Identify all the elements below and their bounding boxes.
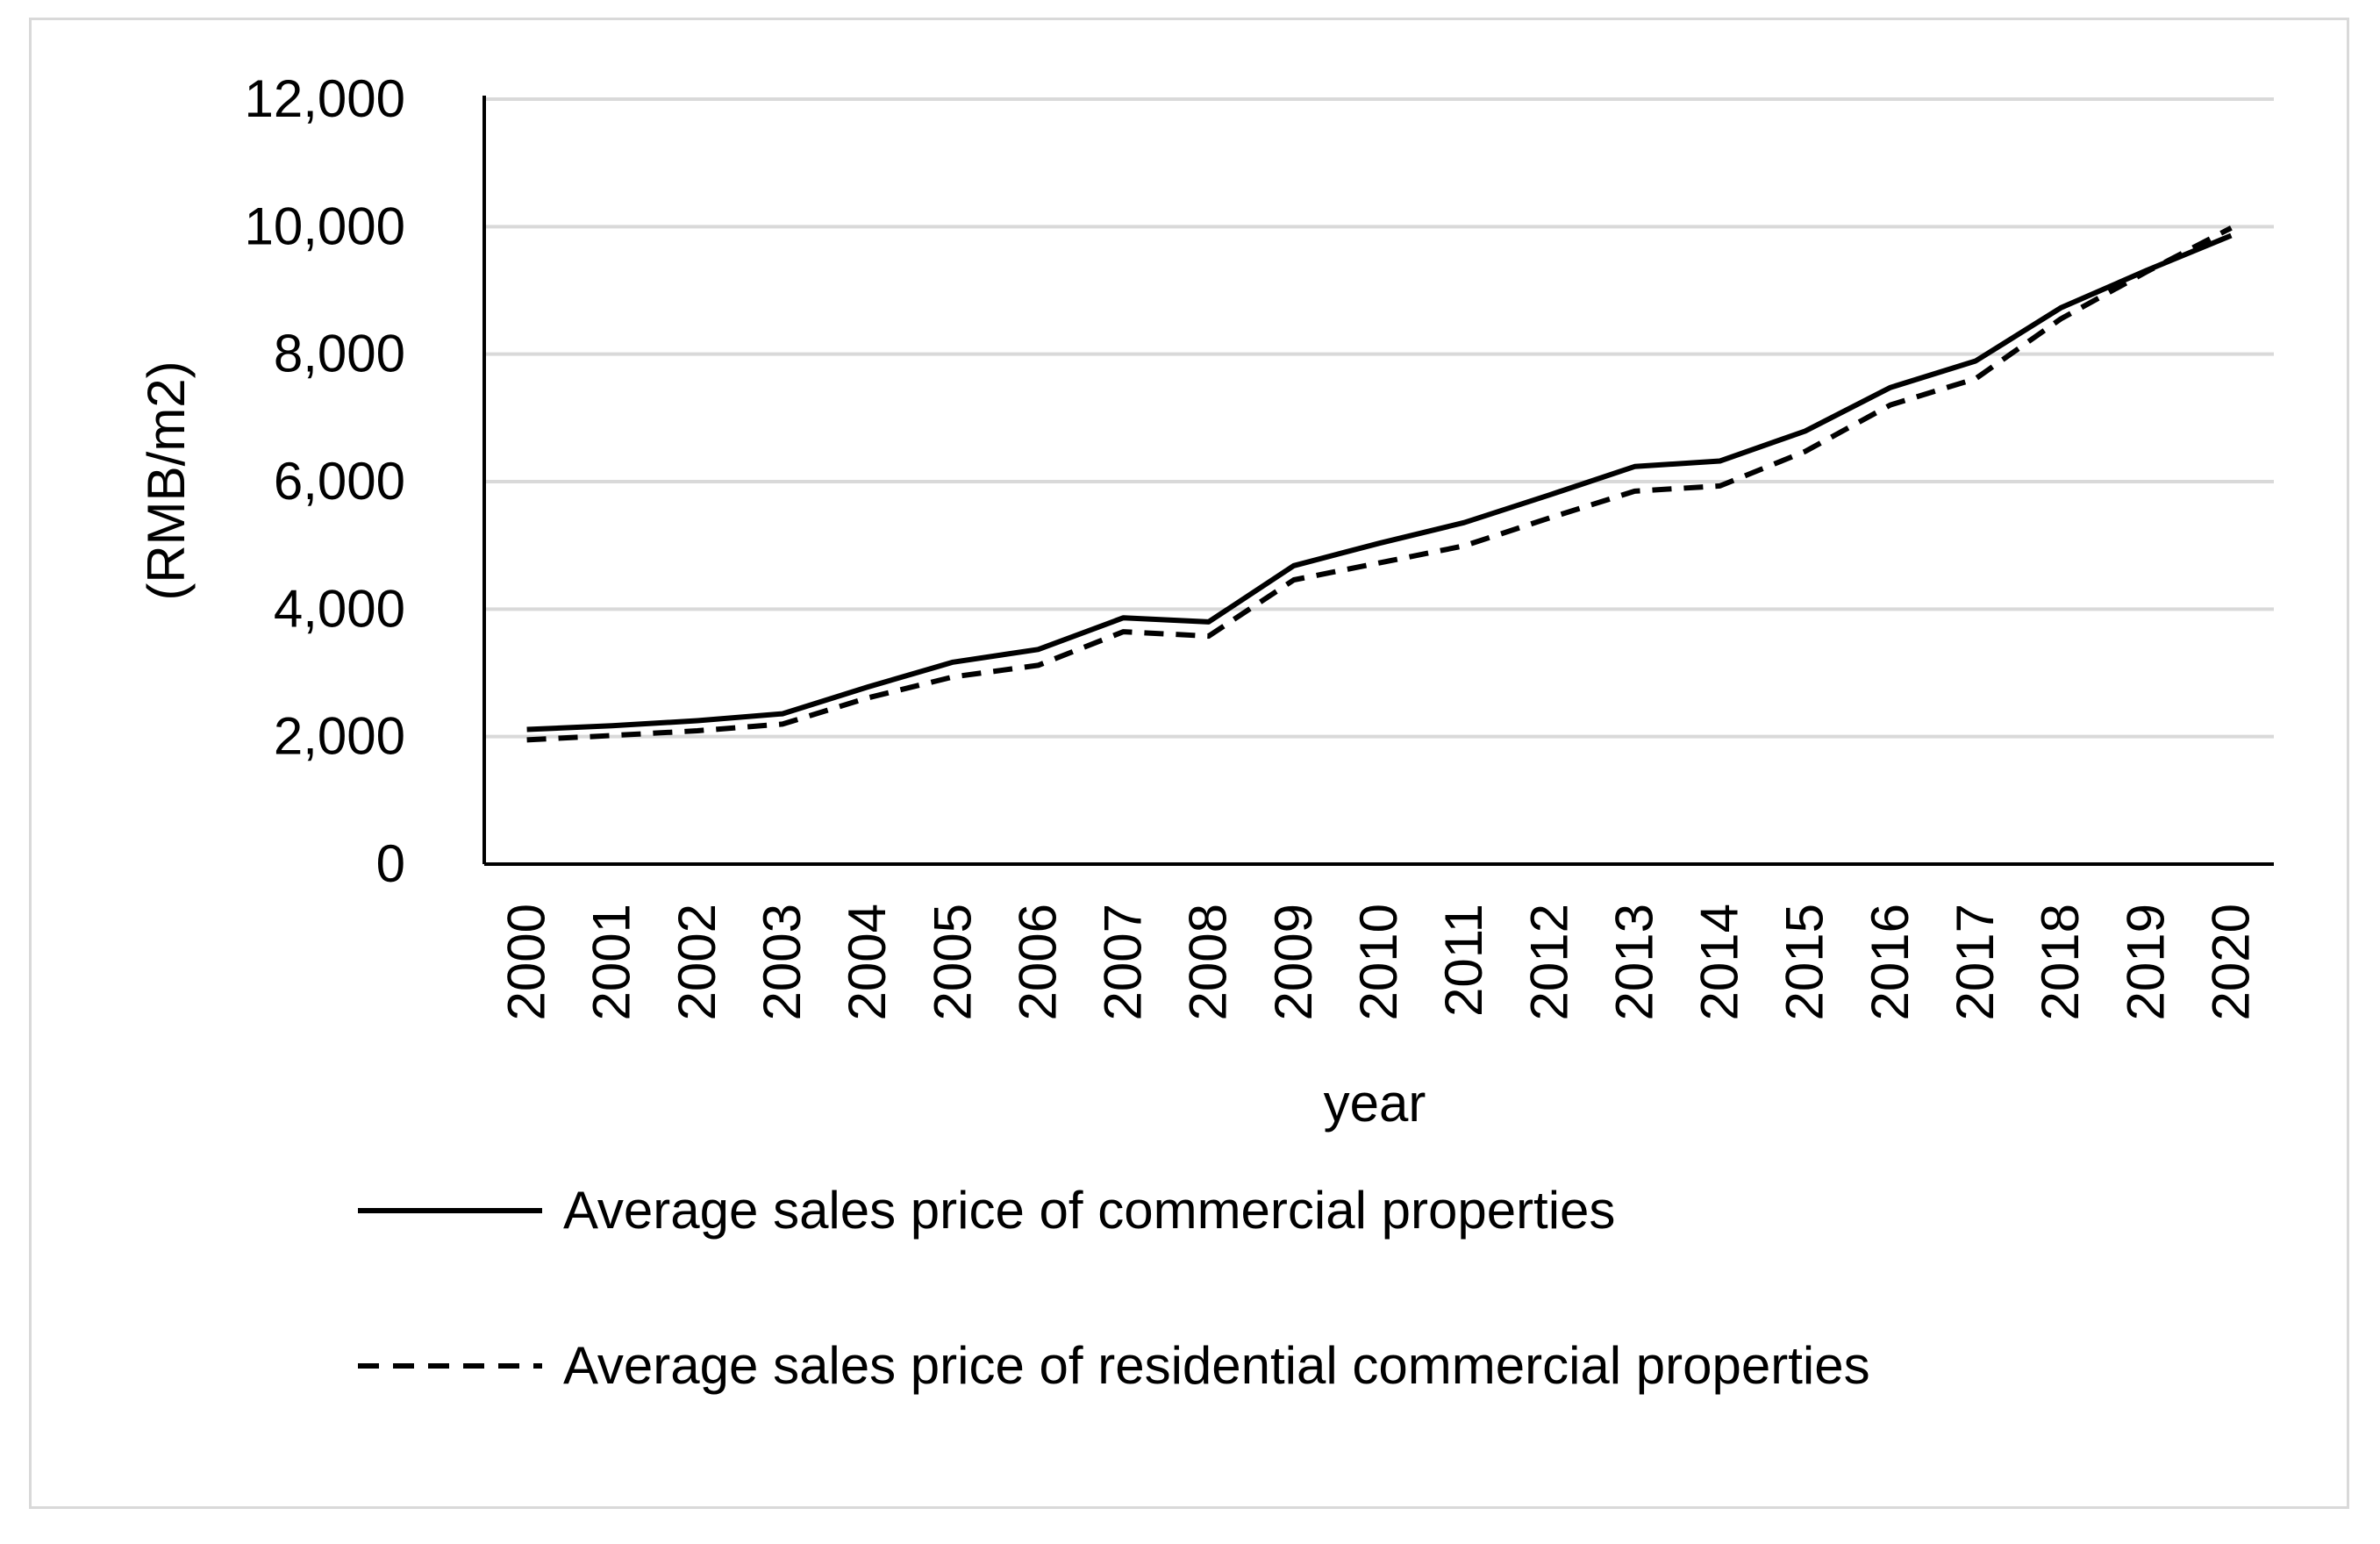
legend: Average sales price of commercial proper… (358, 1181, 1870, 1395)
y-tick-label: 4,000 (274, 579, 405, 638)
y-tick-label: 12,000 (244, 69, 405, 128)
x-tick-label: 2016 (1861, 904, 1919, 1020)
x-axis-title: year (1324, 1074, 1426, 1133)
legend-label-residential: Average sales price of residential comme… (563, 1336, 1870, 1395)
y-tick-label: 8,000 (274, 325, 405, 383)
gridlines (484, 97, 2274, 739)
x-tick-label: 2018 (2031, 904, 2090, 1020)
x-tick-label: 2014 (1690, 904, 1749, 1020)
x-tick-label: 2008 (1179, 904, 1238, 1020)
axes (482, 96, 2274, 866)
x-tick-label: 2000 (497, 904, 556, 1020)
x-tick-label: 2011 (1434, 904, 1493, 1017)
x-tick-label: 2012 (1519, 904, 1578, 1020)
x-tick-label: 2015 (1776, 904, 1834, 1020)
chart-frame (29, 18, 2349, 1509)
x-tick-label: 2001 (582, 904, 641, 1020)
x-tick-label: 2003 (753, 904, 811, 1020)
series-line-residential (526, 225, 2233, 743)
y-axis-title: (RMB/m2) (137, 361, 196, 600)
y-tick-label: 0 (376, 834, 405, 893)
x-tick-label: 2010 (1349, 904, 1408, 1020)
series-line-commercial (526, 232, 2233, 733)
x-tick-label: 2013 (1605, 904, 1663, 1020)
x-tick-label: 2005 (923, 904, 982, 1020)
x-tick-label: 2004 (838, 904, 897, 1020)
x-tick-label: 2002 (668, 904, 726, 1020)
y-tick-label: 2,000 (274, 707, 405, 766)
y-axis-tick-labels: 0 2,000 4,000 6,000 8,000 10,000 12,000 (244, 69, 405, 893)
legend-label-commercial: Average sales price of commercial proper… (563, 1181, 1615, 1240)
y-tick-label: 6,000 (274, 452, 405, 511)
x-axis-tick-labels: 2000 2001 2002 2003 2004 2005 2006 2007 2008 2009… (497, 904, 2261, 1020)
series-lines (526, 225, 2233, 743)
x-tick-label: 2017 (1946, 904, 2005, 1020)
y-tick-label: 10,000 (244, 197, 405, 255)
x-tick-label: 2009 (1264, 904, 1323, 1020)
x-tick-label: 2020 (2201, 904, 2260, 1020)
x-tick-label: 2007 (1094, 904, 1153, 1020)
x-tick-label: 2006 (1008, 904, 1067, 1020)
x-tick-label: 2019 (2116, 904, 2175, 1020)
